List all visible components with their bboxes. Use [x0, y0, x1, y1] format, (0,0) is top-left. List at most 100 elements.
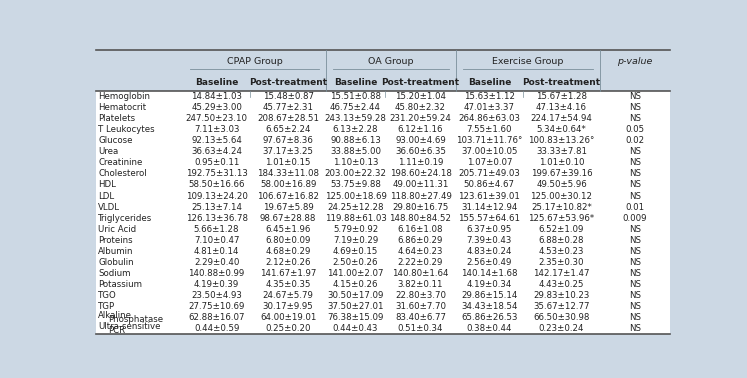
- Text: 15.48±0.87: 15.48±0.87: [263, 92, 314, 101]
- Text: TGO: TGO: [98, 291, 117, 300]
- Text: 15.20±1.04: 15.20±1.04: [395, 92, 446, 101]
- Text: 2.29±0.40: 2.29±0.40: [194, 258, 239, 267]
- Text: 140.80±1.64: 140.80±1.64: [392, 269, 449, 278]
- Text: 148.80±84.52: 148.80±84.52: [389, 214, 451, 223]
- Text: 62.88±16.07: 62.88±16.07: [188, 313, 245, 322]
- Text: NS: NS: [629, 280, 641, 289]
- Text: 49.50±5.96: 49.50±5.96: [536, 180, 587, 189]
- Text: 98.67±28.88: 98.67±28.88: [260, 214, 316, 223]
- Text: 24.67±5.79: 24.67±5.79: [263, 291, 314, 300]
- Text: NS: NS: [629, 313, 641, 322]
- Text: 58.50±16.66: 58.50±16.66: [188, 180, 245, 189]
- Text: 125.67±53.96*: 125.67±53.96*: [528, 214, 595, 223]
- Text: 6.45±1.96: 6.45±1.96: [265, 225, 311, 234]
- Text: 6.86±0.29: 6.86±0.29: [397, 236, 443, 245]
- Text: T Leukocytes: T Leukocytes: [98, 125, 155, 134]
- Text: 119.88±61.03: 119.88±61.03: [325, 214, 386, 223]
- Text: 7.19±0.29: 7.19±0.29: [333, 236, 378, 245]
- Text: 4.81±0.14: 4.81±0.14: [193, 247, 239, 256]
- Text: 192.75±31.13: 192.75±31.13: [186, 169, 247, 178]
- Text: Exercise Group: Exercise Group: [492, 57, 563, 66]
- Text: 5.66±1.28: 5.66±1.28: [193, 225, 239, 234]
- Text: 4.15±0.26: 4.15±0.26: [333, 280, 378, 289]
- Text: TGP: TGP: [98, 302, 115, 311]
- Text: 25.17±10.82*: 25.17±10.82*: [531, 203, 592, 212]
- Text: NS: NS: [629, 103, 641, 112]
- Text: 203.00±22.32: 203.00±22.32: [324, 169, 386, 178]
- Bar: [96, 146, 670, 157]
- Text: NS: NS: [629, 247, 641, 256]
- Text: 1.11±0.19: 1.11±0.19: [397, 158, 443, 167]
- Text: NS: NS: [629, 302, 641, 311]
- Text: Phosphatase: Phosphatase: [108, 316, 164, 324]
- Text: 14.84±1.03: 14.84±1.03: [191, 92, 242, 101]
- Text: 15.51±0.88: 15.51±0.88: [330, 92, 381, 101]
- Text: 65.86±26.53: 65.86±26.53: [461, 313, 518, 322]
- Bar: [96, 124, 670, 135]
- Text: 45.29±3.00: 45.29±3.00: [191, 103, 242, 112]
- Text: 198.60±24.18: 198.60±24.18: [389, 169, 451, 178]
- Text: 64.00±19.01: 64.00±19.01: [260, 313, 316, 322]
- Text: 22.80±3.70: 22.80±3.70: [395, 291, 446, 300]
- Text: 6.52±1.09: 6.52±1.09: [539, 225, 584, 234]
- Text: 37.17±3.25: 37.17±3.25: [263, 147, 314, 156]
- Text: 118.80±27.49: 118.80±27.49: [389, 192, 451, 200]
- Text: 90.88±6.13: 90.88±6.13: [330, 136, 381, 145]
- Text: Post-treatment: Post-treatment: [382, 78, 459, 87]
- Text: 35.67±12.77: 35.67±12.77: [533, 302, 589, 311]
- Bar: [96, 168, 670, 180]
- Text: 0.009: 0.009: [623, 214, 647, 223]
- Text: 4.53±0.23: 4.53±0.23: [539, 247, 584, 256]
- Bar: [96, 91, 670, 102]
- Text: 36.60±6.35: 36.60±6.35: [395, 147, 446, 156]
- Text: Uric Acid: Uric Acid: [98, 225, 136, 234]
- Text: 7.10±0.47: 7.10±0.47: [193, 236, 239, 245]
- Text: OA Group: OA Group: [368, 57, 414, 66]
- Text: 0.25±0.20: 0.25±0.20: [265, 324, 311, 333]
- Text: 24.25±12.28: 24.25±12.28: [327, 203, 384, 212]
- Text: 34.43±18.54: 34.43±18.54: [461, 302, 518, 311]
- Text: 0.51±0.34: 0.51±0.34: [397, 324, 443, 333]
- Text: 29.86±15.14: 29.86±15.14: [461, 291, 518, 300]
- Text: 0.05: 0.05: [625, 125, 645, 134]
- Text: 0.95±0.11: 0.95±0.11: [194, 158, 239, 167]
- Text: 29.80±16.75: 29.80±16.75: [392, 203, 449, 212]
- Text: 46.75±2.44: 46.75±2.44: [330, 103, 381, 112]
- Text: 45.80±2.32: 45.80±2.32: [395, 103, 446, 112]
- Text: 231.20±59.24: 231.20±59.24: [389, 114, 451, 123]
- Text: 184.33±11.08: 184.33±11.08: [257, 169, 319, 178]
- Text: Baseline: Baseline: [334, 78, 377, 87]
- Text: 31.14±12.94: 31.14±12.94: [461, 203, 518, 212]
- Text: Baseline: Baseline: [468, 78, 511, 87]
- Text: NS: NS: [629, 180, 641, 189]
- Text: 30.17±9.95: 30.17±9.95: [263, 302, 314, 311]
- Text: 5.34±0.64*: 5.34±0.64*: [536, 125, 586, 134]
- Text: 140.88±0.99: 140.88±0.99: [188, 269, 245, 278]
- Text: Cholesterol: Cholesterol: [98, 169, 146, 178]
- Text: 4.83±0.24: 4.83±0.24: [467, 247, 512, 256]
- Text: 125.00±18.69: 125.00±18.69: [325, 192, 386, 200]
- Text: 19.67±5.89: 19.67±5.89: [263, 203, 314, 212]
- Text: 0.44±0.43: 0.44±0.43: [333, 324, 378, 333]
- Text: 2.35±0.30: 2.35±0.30: [539, 258, 584, 267]
- Text: 6.12±1.16: 6.12±1.16: [397, 125, 443, 134]
- Text: PCR: PCR: [108, 327, 125, 336]
- Text: 45.77±2.31: 45.77±2.31: [263, 103, 314, 112]
- Text: NS: NS: [629, 158, 641, 167]
- Text: 50.86±4.67: 50.86±4.67: [464, 180, 515, 189]
- Text: 6.65±2.24: 6.65±2.24: [265, 125, 311, 134]
- Text: 23.50±4.93: 23.50±4.93: [191, 291, 242, 300]
- Text: 109.13±24.20: 109.13±24.20: [186, 192, 247, 200]
- Text: 25.13±7.14: 25.13±7.14: [191, 203, 242, 212]
- Text: VLDL: VLDL: [98, 203, 120, 212]
- Text: Urea: Urea: [98, 147, 118, 156]
- Bar: [96, 290, 670, 301]
- Bar: [96, 312, 670, 323]
- Text: Hemoglobin: Hemoglobin: [98, 92, 150, 101]
- Text: 0.23±0.24: 0.23±0.24: [539, 324, 584, 333]
- Text: 31.60±7.70: 31.60±7.70: [395, 302, 446, 311]
- Text: 15.63±1.12: 15.63±1.12: [464, 92, 515, 101]
- Text: Creatinine: Creatinine: [98, 158, 143, 167]
- Text: NS: NS: [629, 147, 641, 156]
- Text: 83.40±6.77: 83.40±6.77: [395, 313, 446, 322]
